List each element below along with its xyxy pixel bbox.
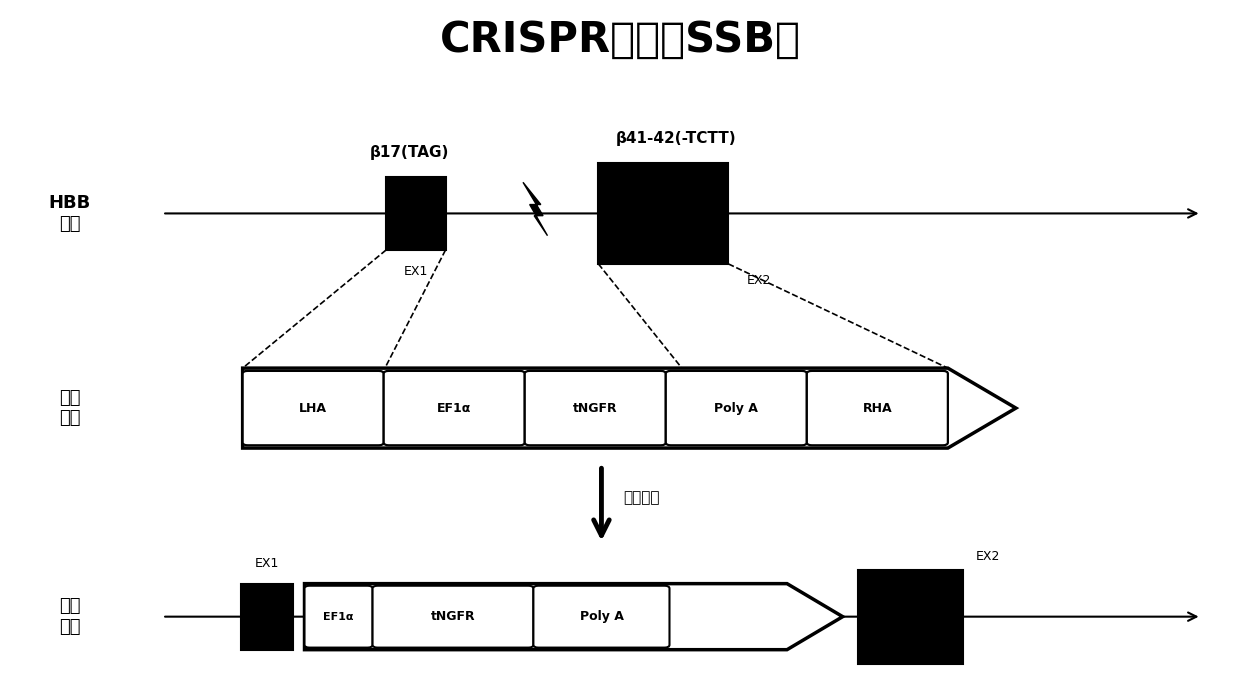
FancyBboxPatch shape xyxy=(525,371,666,445)
Text: 重组
序列: 重组 序列 xyxy=(58,389,81,427)
FancyBboxPatch shape xyxy=(372,586,533,648)
Text: Poly A: Poly A xyxy=(714,401,758,415)
Bar xyxy=(858,570,963,664)
Text: LHA: LHA xyxy=(299,401,327,415)
Text: β17(TAG): β17(TAG) xyxy=(370,144,449,160)
Polygon shape xyxy=(305,584,843,650)
Text: EF1α: EF1α xyxy=(324,611,353,622)
Text: EX2: EX2 xyxy=(976,550,1001,563)
Text: EX2: EX2 xyxy=(746,274,771,288)
Text: 同源重组: 同源重组 xyxy=(624,490,660,505)
Bar xyxy=(386,177,445,250)
Text: CRISPR切割（SSB）: CRISPR切割（SSB） xyxy=(439,19,801,61)
Text: RHA: RHA xyxy=(863,401,892,415)
Text: HBB
基因: HBB 基因 xyxy=(48,194,91,233)
Bar xyxy=(242,584,294,650)
Text: EF1α: EF1α xyxy=(436,401,471,415)
FancyBboxPatch shape xyxy=(533,586,670,648)
FancyBboxPatch shape xyxy=(305,586,372,648)
Text: tNGFR: tNGFR xyxy=(430,610,475,623)
Bar xyxy=(599,163,728,264)
Text: 稳定
整合: 稳定 整合 xyxy=(58,597,81,636)
FancyBboxPatch shape xyxy=(243,371,383,445)
Text: β41-42(-TCTT): β41-42(-TCTT) xyxy=(615,131,737,146)
FancyBboxPatch shape xyxy=(807,371,947,445)
Text: Poly A: Poly A xyxy=(579,610,624,623)
FancyBboxPatch shape xyxy=(383,371,525,445)
Polygon shape xyxy=(243,368,1016,448)
FancyBboxPatch shape xyxy=(666,371,807,445)
Text: EX1: EX1 xyxy=(255,557,279,570)
Polygon shape xyxy=(523,182,548,236)
Text: tNGFR: tNGFR xyxy=(573,401,618,415)
Text: EX1: EX1 xyxy=(404,265,428,279)
